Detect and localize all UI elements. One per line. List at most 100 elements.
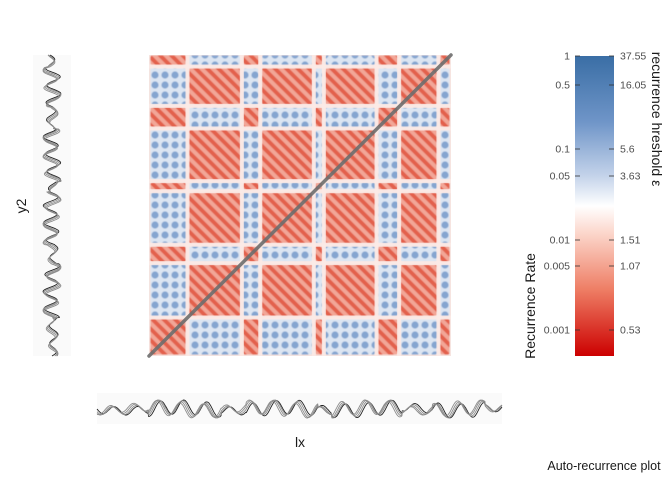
matrix-block — [150, 129, 186, 180]
matrix-block — [188, 129, 241, 180]
segment-band — [149, 179, 451, 184]
segment-band — [149, 315, 451, 320]
colorbar-left-title: Recurrence Rate — [522, 253, 538, 359]
matrix-block — [315, 129, 323, 180]
matrix-block — [400, 129, 437, 180]
line-of-identity — [147, 53, 453, 358]
matrix-block — [378, 246, 398, 262]
rate-tick-label: 1 — [564, 51, 570, 63]
matrix-block — [261, 55, 313, 66]
matrix-block — [315, 246, 323, 262]
segment-band — [239, 55, 244, 356]
segment-band — [321, 55, 326, 356]
rate-tick-label: 0.005 — [544, 261, 570, 273]
matrix-block — [400, 246, 437, 262]
rate-tick-label: 0.05 — [550, 171, 571, 183]
matrix-block — [243, 182, 259, 190]
threshold-tick-label: 16.05 — [620, 80, 646, 92]
segment-band — [149, 189, 451, 194]
matrix-block — [439, 192, 450, 244]
matrix-block — [325, 55, 376, 66]
segment-band — [149, 103, 451, 108]
x-series-line — [96, 399, 503, 419]
matrix-block — [243, 129, 259, 180]
matrix-block — [261, 129, 313, 180]
y-series-trace — [42, 54, 62, 357]
segment-band — [149, 126, 451, 131]
matrix-block — [439, 246, 450, 262]
threshold-tick-label: 3.63 — [620, 171, 641, 183]
matrix-block — [325, 192, 376, 244]
chart-caption: Auto-recurrence plot — [547, 459, 661, 473]
matrix-block — [150, 264, 186, 317]
threshold-tick-label: 1.07 — [620, 261, 641, 273]
matrix-block — [325, 68, 376, 105]
matrix-block — [315, 319, 323, 355]
matrix-block — [150, 192, 186, 244]
colorbar-ticks: 1 37.55 0.5 16.05 0.1 5.6 0.05 3.63 0.01 1.51 0.00… — [544, 51, 647, 337]
matrix-block — [378, 264, 398, 317]
matrix-block — [261, 107, 313, 127]
matrix-block — [261, 182, 313, 190]
matrix-block — [378, 129, 398, 180]
segment-band — [149, 64, 451, 69]
matrix-block — [243, 264, 259, 317]
matrix-block — [439, 264, 450, 317]
matrix-block — [378, 55, 398, 66]
matrix-block — [188, 192, 241, 244]
matrix-block — [378, 68, 398, 105]
recurrence-matrix — [147, 53, 453, 358]
matrix-block — [188, 55, 241, 66]
matrix-block — [315, 192, 323, 244]
matrix-block — [188, 68, 241, 105]
matrix-block — [261, 68, 313, 105]
matrix-block — [325, 319, 376, 355]
colorbar-gradient — [575, 56, 614, 356]
y-series-line — [42, 54, 62, 357]
matrix-block — [325, 246, 376, 262]
segment-band — [185, 55, 190, 356]
matrix-block — [439, 129, 450, 180]
x-series-line — [96, 399, 503, 419]
matrix-block — [188, 319, 241, 355]
colorbar: 1 37.55 0.5 16.05 0.1 5.6 0.05 3.63 0.01 1.51 0.00… — [544, 51, 647, 356]
matrix-block — [315, 68, 323, 105]
segment-band — [436, 55, 441, 356]
matrix-block — [150, 68, 186, 105]
matrix-block — [150, 182, 186, 190]
rate-tick-label: 0.5 — [555, 80, 570, 92]
segment-band — [397, 55, 402, 356]
matrix-block — [439, 319, 450, 355]
matrix-block — [400, 55, 437, 66]
rate-tick-label: 0.001 — [544, 325, 570, 337]
segment-band — [149, 261, 451, 266]
matrix-block — [243, 107, 259, 127]
rate-tick-label: 0.1 — [555, 144, 570, 156]
x-series-label: lx — [295, 434, 305, 450]
matrix-block — [400, 264, 437, 317]
x-series-line — [96, 399, 503, 419]
matrix-block — [325, 107, 376, 127]
y-series-label: y2 — [13, 198, 29, 213]
matrix-block — [400, 319, 437, 355]
threshold-tick-label: 0.53 — [620, 325, 641, 337]
matrix-block — [261, 319, 313, 355]
matrix-block — [243, 319, 259, 355]
threshold-tick-label: 5.6 — [620, 144, 635, 156]
matrix-block — [150, 246, 186, 262]
y-series-line — [42, 54, 62, 357]
matrix-block — [261, 264, 313, 317]
x-series-line — [96, 399, 503, 419]
matrix-block — [400, 192, 437, 244]
matrix-block — [439, 182, 450, 190]
y-series-line — [42, 54, 62, 357]
matrix-block — [315, 107, 323, 127]
x-series-trace — [96, 399, 503, 419]
matrix-block — [325, 182, 376, 190]
matrix-block — [378, 192, 398, 244]
matrix-block — [400, 107, 437, 127]
threshold-tick-label: 37.55 — [620, 51, 646, 63]
matrix-block — [378, 182, 398, 190]
matrix-block — [400, 182, 437, 190]
